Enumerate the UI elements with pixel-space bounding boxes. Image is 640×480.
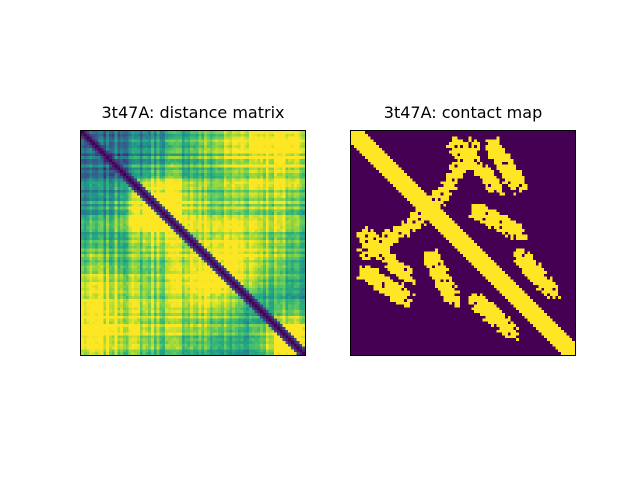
contact-map-heatmap	[351, 131, 575, 355]
contact-map-title: 3t47A: contact map	[383, 103, 543, 122]
distance-matrix-title: 3t47A: distance matrix	[101, 103, 285, 122]
distance-matrix-axes	[80, 130, 306, 356]
distance-matrix-heatmap	[81, 131, 305, 355]
contact-map-axes	[350, 130, 576, 356]
